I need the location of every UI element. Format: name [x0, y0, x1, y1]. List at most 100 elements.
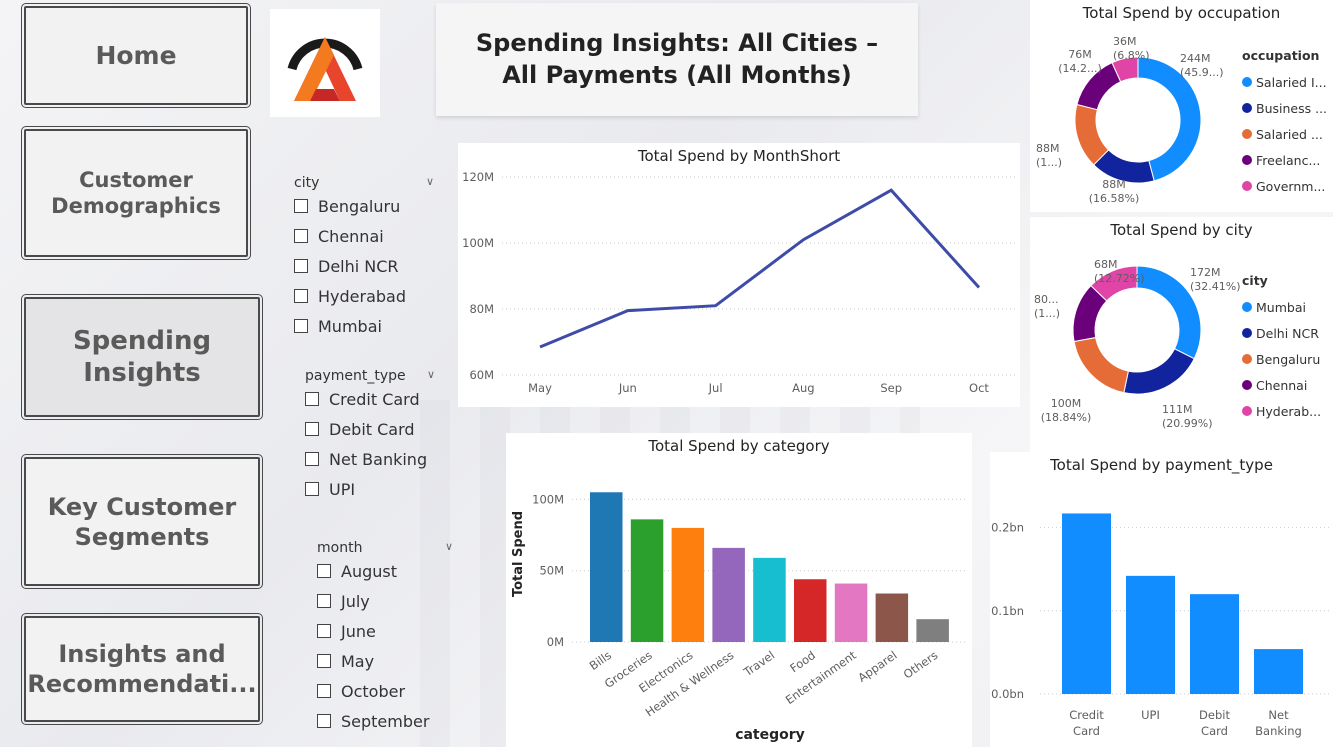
slicer-option[interactable]: May	[317, 646, 453, 676]
slicer-option[interactable]: Debit Card	[305, 414, 435, 444]
checkbox[interactable]	[294, 289, 308, 303]
slicer-option[interactable]: Chennai	[294, 221, 434, 251]
bar	[834, 583, 868, 642]
data-label-percent: (14.2...)	[1058, 62, 1102, 75]
payment-bar-chart-card: Total Spend by payment_type 0.0bn 0.1bn 0.…	[990, 452, 1333, 747]
legend-item[interactable]: Governm...	[1242, 173, 1327, 199]
slicer-option[interactable]: October	[317, 676, 453, 706]
month-line-chart: 60M 80M 100M 120M May Jun Jul Aug Sep Oct	[462, 170, 1018, 395]
donut-slice	[1111, 56, 1139, 83]
legend-item[interactable]: Hyderab...	[1242, 398, 1321, 424]
x-tick-label: Net Banking	[1255, 708, 1302, 738]
donut-slice	[1137, 56, 1202, 182]
bar	[875, 593, 909, 642]
occupation-donut-chart: 244M(45.9...)88M(16.58%)88M(1...)76M(14.…	[1036, 35, 1224, 205]
checkbox[interactable]	[317, 714, 331, 728]
slicer-option[interactable]: UPI	[305, 474, 435, 504]
donut-slice	[1123, 348, 1195, 395]
data-label-percent: (1...)	[1034, 307, 1060, 320]
x-tick-label: Debit Card	[1199, 708, 1230, 738]
checkbox[interactable]	[305, 482, 319, 496]
x-tick-label: Jun	[618, 381, 637, 395]
legend-item[interactable]: Salaried I...	[1242, 69, 1327, 95]
slicer-option[interactable]: Mumbai	[294, 311, 434, 341]
legend-item[interactable]: Freelanc...	[1242, 147, 1327, 173]
legend-dot	[1242, 103, 1252, 113]
legend-item[interactable]: Chennai	[1242, 372, 1321, 398]
legend-item[interactable]: Bengaluru	[1242, 346, 1321, 372]
legend-label: Mumbai	[1256, 299, 1306, 315]
legend-dot	[1242, 328, 1252, 338]
bar	[590, 492, 623, 642]
bar	[1126, 575, 1175, 694]
x-tick-label: Credit Card	[1069, 708, 1104, 738]
nav-home-button[interactable]: Home	[21, 3, 251, 108]
checkbox[interactable]	[317, 594, 331, 608]
x-tick-label: Others	[901, 648, 941, 682]
bar	[712, 547, 745, 642]
slicer-option-label: June	[341, 621, 376, 641]
donut-slice	[1073, 336, 1129, 394]
data-label-percent: (20.99%)	[1162, 417, 1213, 430]
legend-title: occupation	[1242, 48, 1320, 63]
slicer-option[interactable]: August	[317, 556, 453, 586]
chart-title: Total Spend by category	[648, 437, 830, 455]
checkbox[interactable]	[294, 319, 308, 333]
slicer-option[interactable]: September	[317, 706, 453, 736]
x-tick-label: Apparel	[855, 648, 899, 685]
slicer-option[interactable]: Delhi NCR	[294, 251, 434, 281]
checkbox[interactable]	[317, 684, 331, 698]
month-slicer: month ∨ August July June May October September	[317, 540, 453, 736]
city-legend: city Mumbai Delhi NCR Bengaluru Chennai Hyder…	[1242, 273, 1321, 424]
chart-title: Total Spend by MonthShort	[637, 147, 841, 165]
legend-item[interactable]: Mumbai	[1242, 294, 1321, 320]
x-tick-label: UPI	[1141, 708, 1160, 722]
checkbox[interactable]	[294, 199, 308, 213]
checkbox[interactable]	[317, 624, 331, 638]
x-tick-label: Sep	[880, 381, 902, 395]
nav-spending-insights-button[interactable]: Spending Insights	[21, 294, 263, 420]
city-donut-chart: 172M(32.41%) 111M(20.99%) 100M(18.84%) 80..…	[1034, 258, 1240, 430]
legend-item[interactable]: Salaried ...	[1242, 121, 1327, 147]
legend-label: Salaried I...	[1256, 74, 1327, 90]
slicer-option[interactable]: July	[317, 586, 453, 616]
chevron-down-icon[interactable]: ∨	[444, 540, 453, 553]
bar	[1062, 513, 1111, 694]
chevron-down-icon[interactable]: ∨	[425, 175, 434, 188]
data-label-percent: (16.58%)	[1089, 192, 1140, 205]
donut-slice	[1090, 265, 1138, 302]
checkbox[interactable]	[317, 564, 331, 578]
checkbox[interactable]	[305, 452, 319, 466]
legend-dot	[1242, 302, 1252, 312]
slicer-option[interactable]: Bengaluru	[294, 191, 434, 221]
checkbox[interactable]	[294, 229, 308, 243]
checkbox[interactable]	[305, 422, 319, 436]
checkbox[interactable]	[317, 654, 331, 668]
slicer-option[interactable]: Credit Card	[305, 384, 435, 414]
slicer-option[interactable]: Net Banking	[305, 444, 435, 474]
checkbox[interactable]	[305, 392, 319, 406]
bar	[916, 619, 949, 642]
data-label-percent: (45.9...)	[1180, 66, 1224, 79]
legend-item[interactable]: Business ...	[1242, 95, 1327, 121]
nav-insights-recommendations-button[interactable]: Insights and Recommendati...	[21, 613, 263, 725]
checkbox[interactable]	[294, 259, 308, 273]
slicer-option[interactable]: Hyderabad	[294, 281, 434, 311]
slicer-option-label: October	[341, 681, 406, 701]
month-line-chart-card: Total Spend by MonthShort 60M 80M 100M 120M…	[458, 143, 1020, 407]
nav-customer-demographics-button[interactable]: Customer Demographics	[21, 126, 251, 260]
slicer-option-label: Mumbai	[318, 316, 382, 336]
x-tick-label: Travel	[740, 648, 777, 680]
legend-item[interactable]: Delhi NCR	[1242, 320, 1321, 346]
slicer-option[interactable]: June	[317, 616, 453, 646]
data-label-percent: (18.84%)	[1041, 411, 1092, 424]
nav-key-customer-segments-button[interactable]: Key Customer Segments	[21, 454, 263, 589]
chevron-down-icon[interactable]: ∨	[426, 368, 435, 381]
legend-label: Business ...	[1256, 100, 1328, 116]
payment-type-slicer-label: payment_type	[305, 368, 406, 384]
slicer-option-label: August	[341, 561, 397, 581]
legend-label: Salaried ...	[1256, 126, 1323, 142]
slicer-option-label: Chennai	[318, 226, 384, 246]
data-label-percent: (12.72%)	[1094, 272, 1145, 285]
